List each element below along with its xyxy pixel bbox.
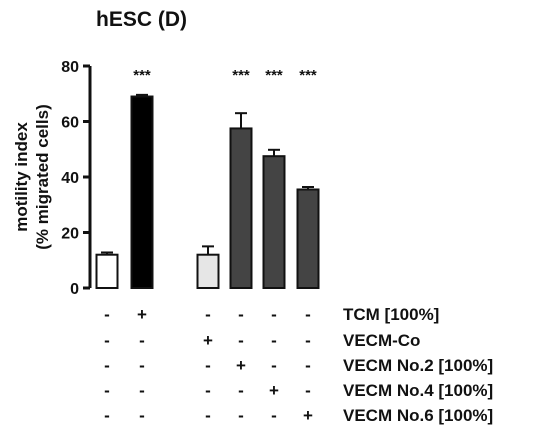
- condition-name: TCM [100%]: [343, 305, 439, 324]
- condition-sign: +: [137, 305, 147, 324]
- condition-name: VECM No.4 [100%]: [343, 381, 493, 400]
- condition-sign: -: [305, 331, 311, 350]
- condition-name: VECM-Co: [343, 331, 420, 350]
- y-axis-label: motility index (% migrated cells): [12, 104, 52, 250]
- condition-sign: -: [305, 305, 311, 324]
- condition-sign: -: [205, 305, 211, 324]
- bar: [130, 95, 154, 290]
- y-tick-label: 40: [61, 170, 79, 187]
- condition-sign: -: [305, 381, 311, 400]
- bar: [296, 188, 320, 289]
- bar: [262, 155, 286, 289]
- condition-sign: +: [236, 356, 246, 375]
- condition-sign: -: [305, 356, 311, 375]
- condition-sign: -: [104, 381, 110, 400]
- condition-sign: -: [104, 356, 110, 375]
- condition-sign: -: [205, 356, 211, 375]
- condition-sign: -: [271, 406, 277, 425]
- condition-sign: +: [269, 381, 279, 400]
- condition-table: - + - - - - TCM [100%] - - + - - - VECM-Co - - - + - - VECM …: [104, 305, 493, 425]
- condition-sign: -: [271, 356, 277, 375]
- condition-name: VECM No.2 [100%]: [343, 356, 493, 375]
- bar: [196, 253, 220, 289]
- bars: *** *** *** ***: [95, 67, 320, 290]
- significance-label: ***: [299, 67, 317, 84]
- y-ticks: 0 20 40 60 80: [61, 59, 90, 298]
- y-tick-label: 60: [61, 115, 79, 132]
- y-tick-label: 80: [61, 59, 79, 76]
- condition-sign: -: [238, 406, 244, 425]
- condition-sign: -: [238, 305, 244, 324]
- condition-sign: -: [205, 406, 211, 425]
- condition-sign: -: [139, 331, 145, 350]
- y-tick-label: 0: [70, 281, 79, 298]
- significance-label: ***: [133, 67, 151, 84]
- condition-sign: -: [104, 406, 110, 425]
- condition-sign: -: [139, 406, 145, 425]
- y-tick-label: 20: [61, 226, 79, 243]
- condition-sign: -: [139, 356, 145, 375]
- condition-sign: -: [238, 331, 244, 350]
- condition-sign: -: [238, 381, 244, 400]
- y-axis-label-line2: (% migrated cells): [33, 104, 52, 250]
- y-axis-label-line1: motility index: [12, 122, 31, 232]
- condition-sign: +: [303, 406, 313, 425]
- condition-sign: -: [139, 381, 145, 400]
- condition-sign: -: [104, 331, 110, 350]
- bar: [95, 253, 119, 289]
- bar: [229, 127, 253, 289]
- condition-sign: -: [271, 331, 277, 350]
- chart-title: hESC (D): [96, 8, 187, 31]
- condition-sign: -: [104, 305, 110, 324]
- condition-name: VECM No.6 [100%]: [343, 406, 493, 425]
- condition-sign: +: [203, 331, 213, 350]
- condition-sign: -: [205, 381, 211, 400]
- significance-label: ***: [232, 67, 250, 84]
- significance-label: ***: [265, 67, 283, 84]
- condition-sign: -: [271, 305, 277, 324]
